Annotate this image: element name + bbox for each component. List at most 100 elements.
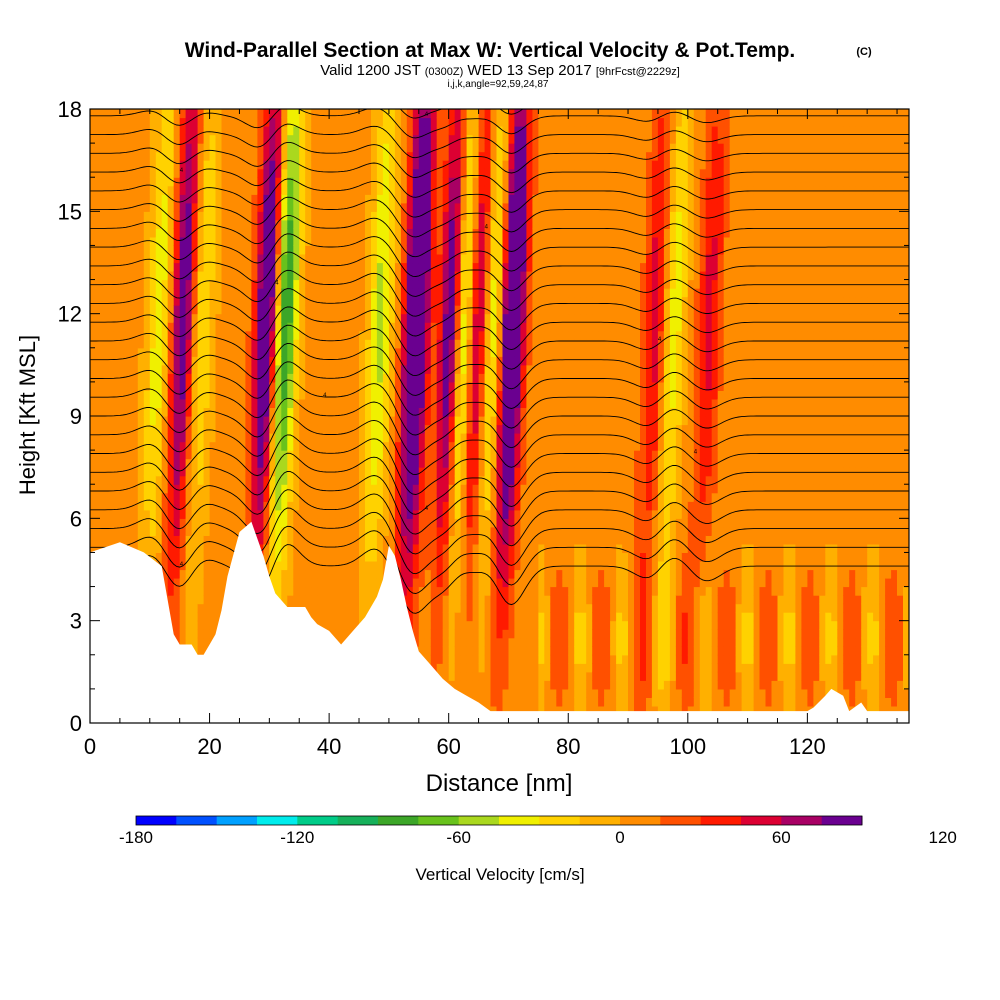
heatmap-cell (376, 339, 384, 349)
heatmap-cell (418, 501, 426, 511)
heatmap-cell (96, 398, 103, 408)
heatmap-cell (496, 288, 504, 298)
heatmap-cell (299, 322, 306, 332)
heatmap-cell (197, 322, 205, 332)
heatmap-cell (305, 364, 312, 374)
heatmap-cell (107, 177, 115, 187)
heatmap-cell (167, 288, 175, 298)
heatmap-cell (173, 245, 181, 255)
heatmap-cell (490, 305, 498, 315)
heatmap-cell (454, 168, 462, 178)
heatmap-cell (102, 109, 109, 119)
heatmap-cell (466, 416, 474, 426)
heatmap-cell (102, 262, 109, 272)
heatmap-cell (478, 458, 486, 468)
heatmap-cell (371, 296, 378, 306)
heatmap-cell (287, 305, 294, 315)
heatmap-cell (460, 484, 468, 494)
heatmap-cell (281, 211, 288, 221)
heatmap-cell (460, 475, 468, 485)
heatmap-cell (143, 433, 151, 443)
heatmap-cell (448, 262, 456, 272)
heatmap-cell (173, 279, 181, 289)
heatmap-cell (442, 441, 450, 451)
heatmap-cell (131, 236, 139, 246)
heatmap-cell (269, 347, 276, 357)
heatmap-cell (281, 441, 288, 451)
heatmap-cell (197, 620, 205, 630)
heatmap-cell (371, 356, 378, 366)
heatmap-cell (125, 433, 133, 443)
heatmap-cell (281, 543, 288, 553)
heatmap-cell (263, 330, 270, 340)
heatmap-cell (197, 424, 205, 434)
heatmap-cell (448, 271, 456, 281)
heatmap-cell (107, 492, 115, 502)
heatmap-cell (490, 646, 498, 656)
heatmap-cell (436, 535, 444, 545)
heatmap-cell (454, 373, 462, 383)
heatmap-cell (382, 501, 390, 511)
heatmap-cell (466, 194, 474, 204)
heatmap-cell (281, 262, 288, 272)
heatmap-cell (418, 535, 426, 545)
heatmap-cell (329, 347, 336, 357)
heatmap-cell (209, 211, 217, 221)
heatmap-cell (137, 535, 145, 545)
heatmap-cell (329, 569, 336, 579)
heatmap-cell (436, 109, 444, 119)
heatmap-cell (233, 296, 241, 306)
heatmap-cell (149, 339, 157, 349)
heatmap-cell (281, 279, 288, 289)
heatmap-cell (197, 364, 205, 374)
heatmap-cell (436, 219, 444, 229)
heatmap-cell (179, 211, 187, 221)
heatmap-cell (281, 390, 288, 400)
heatmap-cell (424, 458, 432, 468)
heatmap-cell (353, 433, 360, 443)
heatmap-cell (406, 347, 414, 357)
heatmap-cell (442, 433, 450, 443)
heatmap-cell (113, 202, 121, 212)
heatmap-cell (359, 612, 366, 622)
heatmap-cell (454, 313, 462, 323)
heatmap-cell (371, 450, 378, 460)
heatmap-cell (185, 271, 193, 281)
heatmap-cell (90, 134, 97, 144)
heatmap-cell (454, 296, 462, 306)
heatmap-cell (191, 373, 199, 383)
heatmap-cell (418, 433, 426, 443)
heatmap-cell (269, 433, 276, 443)
heatmap-cell (269, 211, 276, 221)
heatmap-cell (287, 296, 294, 306)
heatmap-cell (406, 271, 414, 281)
heatmap-cell (382, 433, 390, 443)
heatmap-cell (454, 364, 462, 374)
heatmap-cell (430, 228, 438, 238)
heatmap-cell (221, 381, 229, 391)
heatmap-cell (335, 509, 342, 519)
heatmap-cell (185, 450, 193, 460)
heatmap-cell (137, 356, 145, 366)
heatmap-cell (454, 526, 462, 536)
heatmap-cell (353, 151, 360, 161)
heatmap-cell (478, 663, 486, 673)
heatmap-cell (365, 586, 372, 596)
heatmap-cell (149, 373, 157, 383)
heatmap-cell (311, 143, 318, 153)
heatmap-cell (96, 219, 103, 229)
heatmap-cell (412, 254, 420, 264)
heatmap-cell (179, 271, 187, 281)
heatmap-cell (412, 501, 420, 511)
heatmap-cell (353, 586, 360, 596)
heatmap-cell (323, 194, 330, 204)
heatmap-cell (365, 245, 372, 255)
heatmap-cell (448, 552, 456, 562)
heatmap-cell (502, 552, 510, 562)
heatmap-cell (466, 450, 474, 460)
heatmap-cell (365, 518, 372, 528)
heatmap-cell (460, 561, 468, 571)
heatmap-cell (143, 194, 151, 204)
heatmap-cell (490, 390, 498, 400)
heatmap-cell (406, 492, 414, 502)
